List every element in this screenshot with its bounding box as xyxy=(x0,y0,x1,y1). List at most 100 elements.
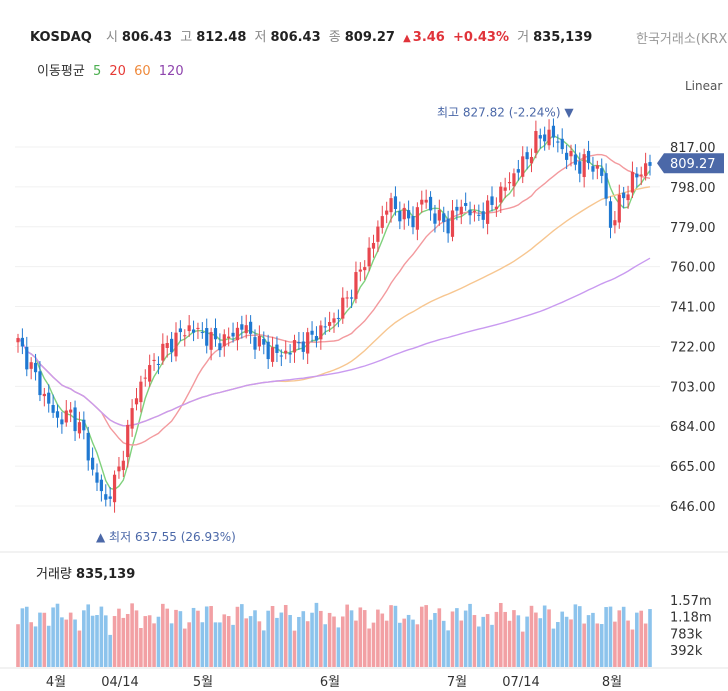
volume-bar xyxy=(222,614,227,667)
candle-body xyxy=(529,156,534,164)
time-tick-label: 04/14 xyxy=(101,675,138,690)
volume-bar xyxy=(564,616,569,667)
ma-label: 이동평균 xyxy=(37,64,85,79)
price-tick-label: 684.00 xyxy=(670,420,716,435)
candle-body xyxy=(376,226,380,242)
ma-5: 5 xyxy=(92,64,102,79)
volume-bar xyxy=(354,620,358,667)
candle-body xyxy=(639,174,643,176)
volume-bar xyxy=(345,604,349,667)
candle-body xyxy=(521,156,525,177)
candle-body xyxy=(367,247,371,267)
candle-body xyxy=(345,297,349,299)
volume-bar xyxy=(292,630,297,667)
candle-body xyxy=(573,154,577,165)
candle-body xyxy=(380,216,384,228)
low-annotation: ▲ 최저 637.55 (26.93%) xyxy=(96,530,236,544)
candle-body xyxy=(442,213,446,223)
candle-body xyxy=(459,206,463,215)
candle-body xyxy=(516,169,520,173)
candle-body xyxy=(543,134,547,142)
time-tick-label: 6월 xyxy=(320,675,340,690)
candle-body xyxy=(82,419,86,431)
volume-bar xyxy=(279,612,284,667)
candle-body xyxy=(538,135,542,139)
candle-body xyxy=(301,341,305,352)
volume-bar xyxy=(226,616,231,667)
candle-body xyxy=(38,371,42,396)
volume-bar xyxy=(433,613,437,667)
volume-bar xyxy=(411,619,415,667)
candle-body xyxy=(165,343,169,348)
volume-bar xyxy=(477,626,481,667)
volume-bar xyxy=(547,609,551,667)
candle-body xyxy=(306,332,310,354)
volume-bar xyxy=(130,603,134,667)
volume-bar xyxy=(240,604,244,667)
volume-bar xyxy=(560,611,565,667)
time-tick-label: 7월 xyxy=(447,675,467,690)
candle-body xyxy=(209,332,213,350)
volume-bar xyxy=(147,615,152,667)
volume-bar xyxy=(384,620,389,667)
volume-label: 거 xyxy=(517,30,530,45)
volume-bar xyxy=(235,606,240,667)
candle-body xyxy=(407,210,411,219)
volume-bar xyxy=(156,616,161,667)
moving-average-legend[interactable]: 이동평균 5 20 60 120 xyxy=(37,60,188,79)
volume-bar xyxy=(99,606,104,667)
volume-bar xyxy=(617,610,622,667)
volume-bar xyxy=(362,610,367,667)
symbol-name[interactable]: KOSDAQ xyxy=(30,30,92,45)
current-price-tag-bg xyxy=(657,153,724,174)
volume-bar xyxy=(196,610,200,667)
candle-body xyxy=(648,162,652,166)
volume-tick-label: 783k xyxy=(670,628,703,643)
volume-bar xyxy=(231,624,235,667)
scale-mode-toggle[interactable]: Linear xyxy=(685,79,723,93)
candle-body xyxy=(292,340,297,353)
candle-body xyxy=(608,201,613,228)
current-price-text: 809.27 xyxy=(670,157,716,172)
volume-bar xyxy=(643,623,648,667)
volume-bar xyxy=(358,607,363,667)
candle-body xyxy=(363,267,367,271)
candle-body xyxy=(222,334,226,347)
volume-bar xyxy=(424,605,428,667)
volume-bar xyxy=(455,608,459,667)
volume-bar xyxy=(169,623,174,667)
ma-60: 60 xyxy=(134,64,151,79)
candle-body xyxy=(253,337,257,350)
time-tick-label: 07/14 xyxy=(502,675,539,690)
volume-bar xyxy=(16,624,20,667)
candle-body xyxy=(200,332,204,334)
candle-body xyxy=(385,210,389,215)
volume-bar xyxy=(327,612,332,667)
volume-bar xyxy=(367,628,371,667)
volume-bar xyxy=(165,608,170,667)
volume-bar xyxy=(121,617,126,667)
candle-body xyxy=(415,207,419,230)
candle-body xyxy=(534,131,538,153)
candle-body xyxy=(586,150,591,164)
volume-bar xyxy=(635,612,639,667)
volume-bar xyxy=(95,615,99,667)
candle-body xyxy=(310,330,314,335)
candle-body xyxy=(104,494,108,500)
volume-bar xyxy=(152,623,156,667)
candle-body xyxy=(288,352,292,355)
volume-bar xyxy=(551,628,556,667)
volume-bar xyxy=(174,609,178,667)
volume-bar xyxy=(349,610,354,667)
volume-bar xyxy=(204,606,209,667)
time-axis[interactable]: 4월 04/14 5월 6월 7월 07/14 8월 xyxy=(46,675,622,690)
price-axis[interactable]: 817.00 798.00 779.00 760.00 741.00 722.00 703.… xyxy=(657,141,724,659)
volume-bar xyxy=(485,614,490,667)
candle-body xyxy=(91,457,95,470)
price-tick-label: 665.00 xyxy=(670,460,716,475)
candle-body xyxy=(213,328,218,340)
candle-body xyxy=(494,206,498,210)
volume-bar xyxy=(648,609,652,667)
